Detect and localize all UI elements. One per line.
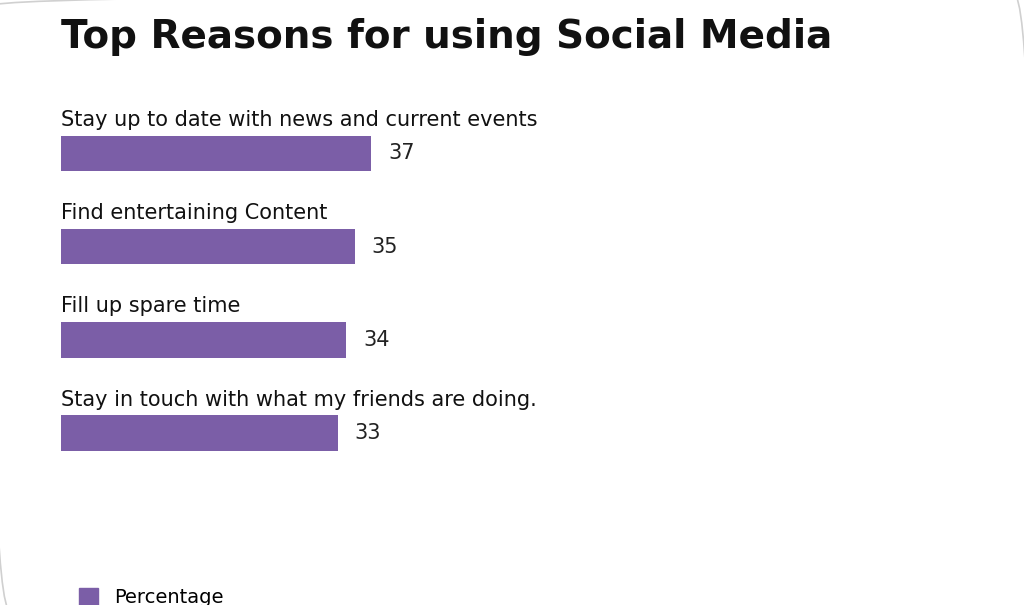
Bar: [61, 322, 346, 358]
Text: Find entertaining Content: Find entertaining Content: [61, 203, 328, 223]
Text: Stay up to date with news and current events: Stay up to date with news and current ev…: [61, 110, 538, 130]
Text: 37: 37: [388, 143, 415, 163]
Text: Top Reasons for using Social Media: Top Reasons for using Social Media: [61, 18, 833, 56]
Bar: [61, 416, 338, 451]
Text: Fill up spare time: Fill up spare time: [61, 296, 241, 316]
Bar: [61, 136, 372, 171]
Bar: [61, 229, 354, 264]
Text: 35: 35: [372, 237, 398, 257]
Text: 33: 33: [354, 423, 381, 443]
Text: Stay in touch with what my friends are doing.: Stay in touch with what my friends are d…: [61, 390, 538, 410]
Legend: Percentage: Percentage: [71, 580, 231, 605]
Text: 34: 34: [364, 330, 389, 350]
